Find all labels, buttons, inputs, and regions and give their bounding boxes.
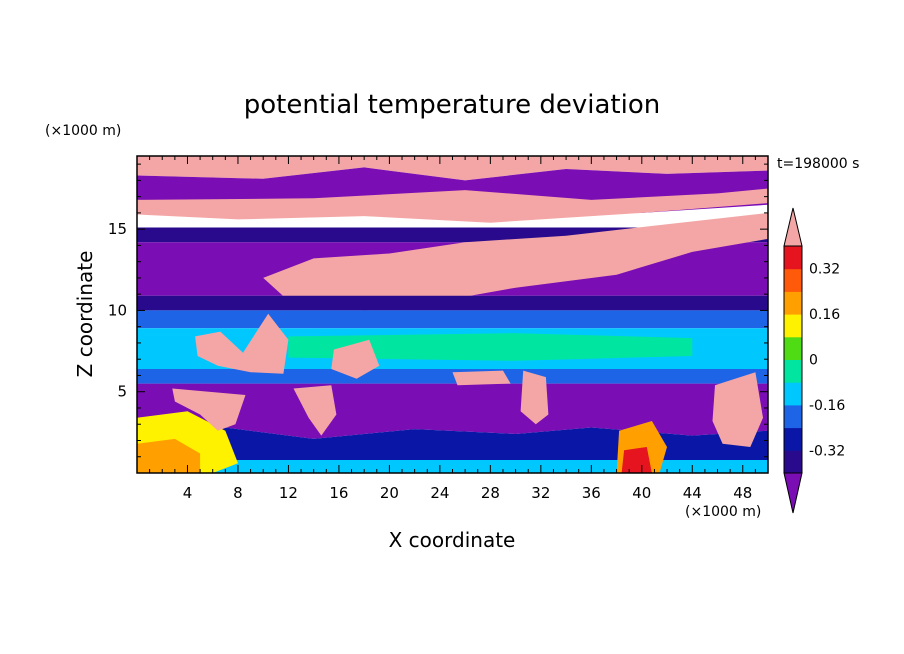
y-axis-label: Z coordinate xyxy=(73,251,97,378)
colorbar-frame xyxy=(783,245,803,474)
field-region xyxy=(137,383,768,439)
x-tick-label: 40 xyxy=(632,484,651,502)
colorbar-label: -0.32 xyxy=(809,443,845,459)
field-region xyxy=(520,370,549,425)
x-tick-label: 44 xyxy=(683,484,702,502)
field-region xyxy=(137,295,768,311)
x-tick-label: 16 xyxy=(329,484,348,502)
x-unit-label: (×1000 m) xyxy=(685,504,761,520)
x-tick-label: 36 xyxy=(582,484,601,502)
field-region xyxy=(137,310,768,329)
x-tick-label: 8 xyxy=(233,484,243,502)
colorbar-band xyxy=(784,382,802,406)
x-tick-label: 12 xyxy=(279,484,298,502)
colorbar-band xyxy=(784,314,802,338)
y-tick-label: 15 xyxy=(108,220,127,238)
x-tick-label: 4 xyxy=(183,484,193,502)
colorbar-band xyxy=(784,291,802,315)
x-tick-label: 28 xyxy=(481,484,500,502)
field-region xyxy=(621,447,652,473)
colorbar-band xyxy=(784,404,802,429)
field-region xyxy=(137,460,768,473)
x-axis: 4 8 12 16 20 24 28 32 36 40 44 48 xyxy=(149,156,756,502)
field-region xyxy=(712,372,763,447)
chart-title: potential temperature deviation xyxy=(244,90,660,120)
field-region xyxy=(288,333,693,361)
x-tick-label: 24 xyxy=(430,484,449,502)
field-region xyxy=(137,156,768,181)
field-region xyxy=(331,339,380,379)
colorbar-over-arrow xyxy=(783,207,803,247)
x-tick-label: 32 xyxy=(531,484,550,502)
colorbar-label: -0.16 xyxy=(809,398,845,414)
y-unit-label: (×1000 m) xyxy=(45,123,121,139)
field-region xyxy=(195,313,289,374)
colorbar-label: 0.16 xyxy=(809,307,840,323)
time-label: t=198000 s xyxy=(777,156,859,172)
colorbar-band xyxy=(784,427,802,451)
colorbar-band xyxy=(784,246,802,270)
y-tick-label: 10 xyxy=(108,301,127,319)
field-layer xyxy=(137,156,768,473)
field-region xyxy=(452,370,511,386)
y-tick-label: 5 xyxy=(117,383,127,401)
colorbar-band xyxy=(784,268,802,292)
field-region xyxy=(263,212,768,311)
colorbar-label: 0.32 xyxy=(809,262,840,278)
colorbar-under-arrow xyxy=(783,472,803,514)
field-region xyxy=(172,388,246,431)
colorbar-band xyxy=(784,450,802,474)
field-region xyxy=(137,425,768,460)
x-tick-label: 20 xyxy=(380,484,399,502)
x-axis-label: X coordinate xyxy=(389,528,516,552)
x-tick-label: 48 xyxy=(733,484,752,502)
field-region xyxy=(137,188,768,223)
field-region xyxy=(137,369,768,384)
field-region xyxy=(293,385,337,436)
colorbar-label: 0 xyxy=(809,353,818,369)
colorbar-band xyxy=(784,336,802,360)
colorbar-band xyxy=(784,359,802,383)
colorbar: 0.32 0.16 0 -0.16 -0.32 xyxy=(783,207,845,514)
y-axis: 5 10 15 xyxy=(108,163,768,458)
field-region xyxy=(137,438,201,473)
